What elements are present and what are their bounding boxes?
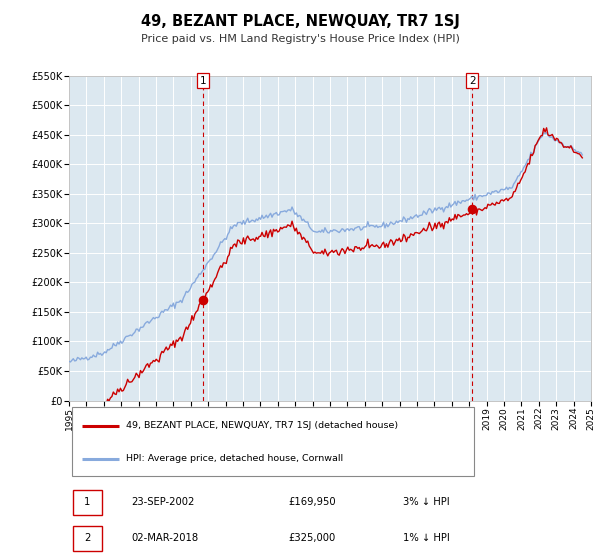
Text: Price paid vs. HM Land Registry's House Price Index (HPI): Price paid vs. HM Land Registry's House … <box>140 34 460 44</box>
Text: 2: 2 <box>469 76 475 86</box>
Point <box>467 204 477 213</box>
FancyBboxPatch shape <box>73 490 102 515</box>
Text: 2: 2 <box>85 534 91 543</box>
Text: £325,000: £325,000 <box>288 534 335 543</box>
Text: 3% ↓ HPI: 3% ↓ HPI <box>403 497 450 507</box>
Text: 1: 1 <box>85 497 91 507</box>
Text: 49, BEZANT PLACE, NEWQUAY, TR7 1SJ (detached house): 49, BEZANT PLACE, NEWQUAY, TR7 1SJ (deta… <box>127 421 398 430</box>
Text: 1: 1 <box>200 76 206 86</box>
Text: £169,950: £169,950 <box>288 497 336 507</box>
Text: 02-MAR-2018: 02-MAR-2018 <box>131 534 199 543</box>
Point <box>199 296 208 305</box>
FancyBboxPatch shape <box>73 526 102 551</box>
FancyBboxPatch shape <box>71 407 473 476</box>
Text: 1% ↓ HPI: 1% ↓ HPI <box>403 534 450 543</box>
Text: HPI: Average price, detached house, Cornwall: HPI: Average price, detached house, Corn… <box>127 454 344 463</box>
Text: 23-SEP-2002: 23-SEP-2002 <box>131 497 195 507</box>
Text: 49, BEZANT PLACE, NEWQUAY, TR7 1SJ: 49, BEZANT PLACE, NEWQUAY, TR7 1SJ <box>140 14 460 29</box>
